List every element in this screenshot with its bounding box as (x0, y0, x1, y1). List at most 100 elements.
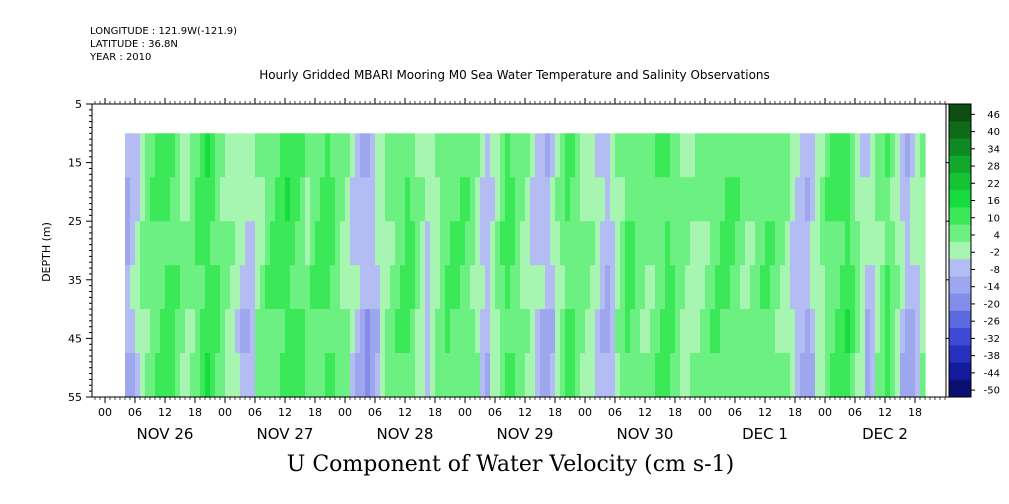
heatmap-cell (280, 133, 286, 178)
heatmap-cell (785, 221, 791, 266)
heatmap-cell (895, 265, 901, 310)
colorbar-cell (949, 155, 971, 174)
heatmap-cell (700, 309, 706, 354)
heatmap-cell (640, 177, 646, 222)
heatmap-cell (650, 353, 656, 398)
heatmap-cell (820, 353, 826, 398)
heatmap-cell (790, 177, 796, 222)
heatmap-cell (620, 309, 626, 354)
heatmap-cell (265, 353, 271, 398)
heatmap-cell (740, 133, 746, 178)
heatmap-cell (665, 177, 671, 222)
heatmap-cell (300, 265, 306, 310)
heatmap-cell (610, 309, 616, 354)
heatmap-cell (220, 309, 226, 354)
heatmap-cell (675, 353, 681, 398)
heatmap-cell (695, 221, 701, 266)
heatmap-cell (485, 133, 491, 178)
heatmap-cell (910, 265, 916, 310)
heatmap-cell (400, 353, 406, 398)
x-day-label: DEC 2 (862, 425, 908, 443)
heatmap-cell (905, 309, 911, 354)
colorbar-tick-label: 34 (987, 144, 1000, 155)
heatmap-cell (805, 133, 811, 178)
heatmap-cell (830, 177, 836, 222)
heatmap-cell (660, 309, 666, 354)
heatmap-cell (710, 353, 716, 398)
heatmap-cell (665, 221, 671, 266)
heatmap-cell (295, 353, 301, 398)
y-tick-label: 45 (68, 332, 82, 345)
colorbar-cell (949, 104, 971, 122)
heatmap-cell (890, 133, 896, 178)
heatmap-cell (745, 177, 751, 222)
heatmap-cell (310, 309, 316, 354)
y-tick-label: 15 (68, 157, 82, 170)
heatmap-cell (425, 221, 431, 266)
heatmap-cell (800, 177, 806, 222)
y-tick-label: 25 (68, 215, 82, 228)
heatmap-cell (365, 309, 371, 354)
heatmap-cell (690, 353, 696, 398)
heatmap-cell (865, 221, 871, 266)
heatmap-cell (440, 133, 446, 178)
heatmap-cell (240, 309, 246, 354)
heatmap-cell (770, 221, 776, 266)
heatmap-cell (455, 309, 461, 354)
heatmap-cell (755, 221, 761, 266)
heatmap-cell (530, 177, 536, 222)
heatmap-cell (840, 309, 846, 354)
heatmap-cell (520, 353, 526, 398)
heatmap-cell (805, 265, 811, 310)
heatmap-cell (835, 177, 841, 222)
heatmap-cell (655, 133, 661, 178)
heatmap-cell (805, 177, 811, 222)
heatmap-cell (275, 309, 281, 354)
heatmap-cell (815, 265, 821, 310)
heatmap-cell (610, 353, 616, 398)
heatmap-cell (410, 265, 416, 310)
heatmap-cell (190, 265, 196, 310)
heatmap-cell (565, 133, 571, 178)
heatmap-cell (555, 177, 561, 222)
heatmap-cell (865, 309, 871, 354)
heatmap-cell (590, 309, 596, 354)
heatmap-cell (325, 221, 331, 266)
heatmap-cell (695, 133, 701, 178)
heatmap-cell (655, 353, 661, 398)
heatmap-cell (695, 265, 701, 310)
heatmap-cell (460, 309, 466, 354)
heatmap-cell (370, 133, 376, 178)
heatmap-cell (910, 221, 916, 266)
x-tick-label: 06 (608, 406, 622, 419)
heatmap-cell (475, 221, 481, 266)
x-tick-label: 12 (398, 406, 412, 419)
heatmap-cell (255, 133, 261, 178)
heatmap-cell (180, 133, 186, 178)
heatmap-cell (345, 265, 351, 310)
heatmap-cell (585, 309, 591, 354)
heatmap-cell (920, 221, 926, 266)
heatmap-cell (605, 309, 611, 354)
heatmap-cell (645, 309, 651, 354)
heatmap-cell (130, 133, 136, 178)
heatmap-cell (310, 353, 316, 398)
heatmap-cell (215, 353, 221, 398)
colorbar-cell (949, 345, 971, 364)
heatmap-cell (210, 133, 216, 178)
heatmap-cell (625, 309, 631, 354)
heatmap-cell (840, 353, 846, 398)
heatmap-cell (210, 177, 216, 222)
heatmap-cell (425, 353, 431, 398)
heatmap-cell (500, 177, 506, 222)
heatmap-cell (335, 177, 341, 222)
heatmap-cell (320, 353, 326, 398)
heatmap-cell (715, 309, 721, 354)
heatmap-cell (230, 177, 236, 222)
heatmap-cell (505, 177, 511, 222)
x-day-label: NOV 29 (497, 425, 554, 443)
heatmap-cell (880, 221, 886, 266)
heatmap-cell (810, 265, 816, 310)
heatmap-cell (545, 353, 551, 398)
heatmap-cell (315, 133, 321, 178)
